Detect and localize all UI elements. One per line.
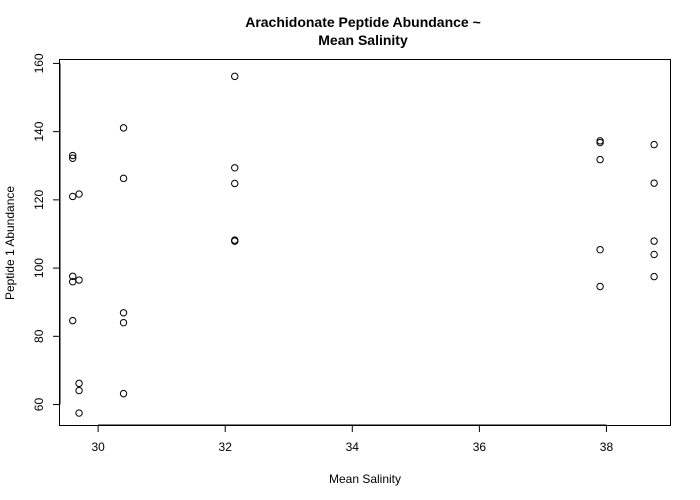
data-point bbox=[75, 379, 83, 388]
y-tick-label: 60 bbox=[32, 398, 46, 412]
data-point bbox=[650, 272, 658, 281]
y-axis: 60 80 100 120 140 160 bbox=[32, 53, 61, 412]
data-point bbox=[69, 151, 77, 160]
y-axis-label: Peptide 1 Abundance bbox=[3, 186, 17, 300]
y-tick-label: 120 bbox=[32, 190, 46, 210]
data-point bbox=[650, 179, 658, 187]
plot-area-frame bbox=[59, 59, 671, 426]
data-point bbox=[119, 174, 128, 183]
data-point bbox=[231, 72, 239, 81]
y-tick-label: 100 bbox=[32, 258, 46, 278]
x-tick-label: 38 bbox=[600, 440, 614, 454]
chart-title-line-1: Arachidonate Peptide Abundance ~ bbox=[245, 14, 481, 30]
data-point bbox=[119, 389, 128, 398]
data-point bbox=[650, 250, 658, 259]
data-point bbox=[231, 164, 239, 172]
data-point bbox=[75, 190, 83, 198]
data-point bbox=[75, 276, 83, 284]
data-point bbox=[596, 155, 604, 164]
data-point bbox=[231, 237, 239, 245]
data-point bbox=[119, 309, 128, 317]
x-axis-label: Mean Salinity bbox=[329, 472, 401, 486]
data-point bbox=[596, 245, 604, 254]
data-point bbox=[69, 192, 77, 201]
data-point bbox=[69, 272, 77, 280]
x-tick-label: 30 bbox=[91, 440, 105, 454]
y-tick-label: 80 bbox=[32, 329, 46, 343]
data-point bbox=[596, 282, 604, 291]
data-point bbox=[75, 386, 83, 395]
data-point bbox=[596, 138, 604, 147]
data-point bbox=[119, 124, 128, 132]
data-point bbox=[75, 409, 83, 417]
data-point bbox=[69, 154, 77, 162]
x-axis: 30 32 34 36 38 bbox=[91, 424, 614, 454]
y-tick-label: 140 bbox=[32, 121, 46, 141]
y-tick-label: 160 bbox=[32, 53, 46, 73]
data-point bbox=[119, 318, 128, 327]
data-point bbox=[69, 316, 77, 325]
data-point bbox=[650, 237, 658, 245]
x-tick-label: 32 bbox=[219, 440, 233, 454]
data-point bbox=[231, 179, 239, 188]
data-points bbox=[69, 72, 658, 417]
data-point bbox=[650, 140, 658, 149]
x-tick-label: 34 bbox=[346, 440, 360, 454]
chart-title-line-2: Mean Salinity bbox=[318, 32, 408, 48]
x-tick-label: 36 bbox=[473, 440, 487, 454]
